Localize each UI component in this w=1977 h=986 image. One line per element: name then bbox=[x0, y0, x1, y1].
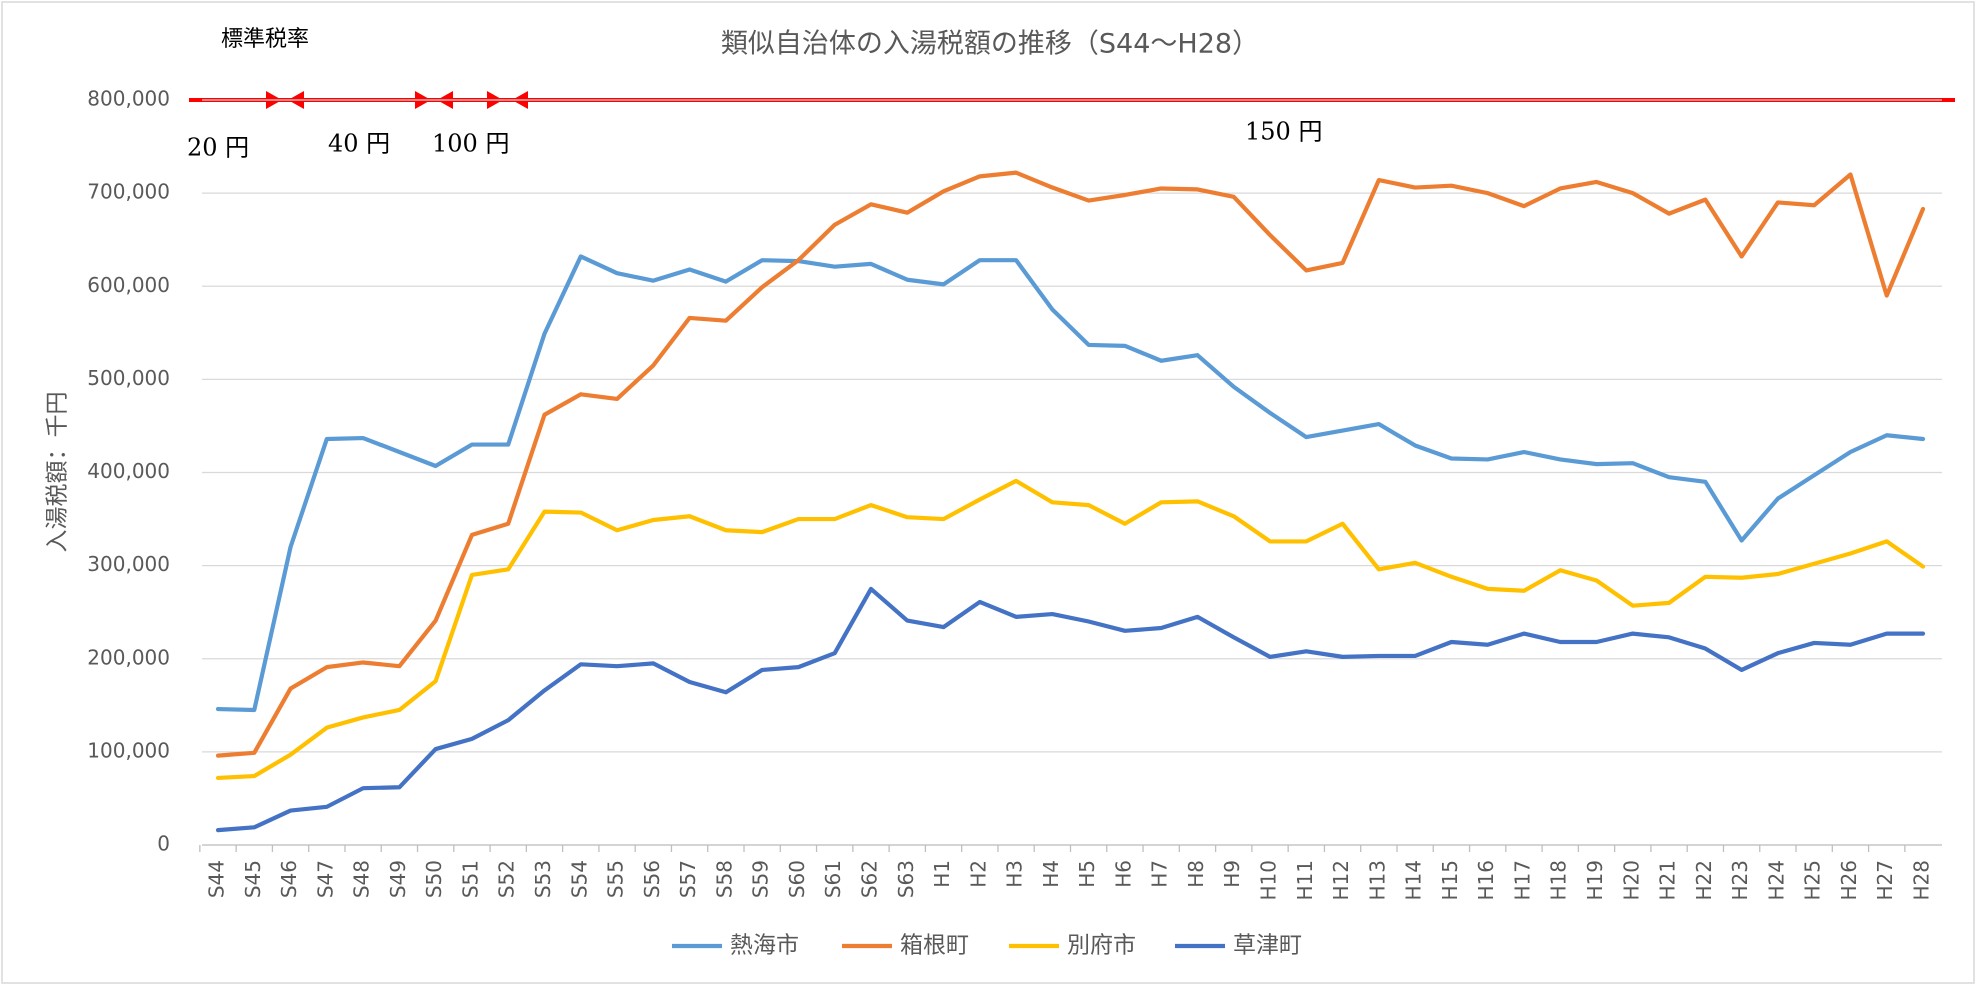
y-axis-label: 入湯税額：千円 bbox=[45, 392, 71, 553]
x-tick-label: S61 bbox=[821, 860, 845, 898]
y-tick-label: 300,000 bbox=[87, 552, 170, 576]
x-tick-label: S47 bbox=[313, 860, 337, 898]
x-tick-label: H5 bbox=[1075, 860, 1099, 888]
x-tick-label: H12 bbox=[1329, 860, 1353, 901]
y-tick-label: 200,000 bbox=[87, 645, 170, 669]
x-tick-label: H15 bbox=[1438, 860, 1462, 901]
chart-title: 類似自治体の入湯税額の推移（S44〜H28） bbox=[721, 29, 1259, 60]
x-tick-label: S44 bbox=[205, 860, 229, 898]
x-tick-label: S50 bbox=[422, 860, 446, 898]
x-tick-label: H1 bbox=[930, 860, 954, 888]
x-tick-label: S48 bbox=[350, 860, 374, 898]
y-tick-label: 0 bbox=[157, 832, 170, 856]
annotation-header: 標準税率 bbox=[221, 27, 309, 52]
x-tick-label: S60 bbox=[785, 860, 809, 898]
legend-label: 別府市 bbox=[1067, 933, 1136, 959]
x-tick-label: S53 bbox=[531, 860, 555, 898]
x-tick-label: S63 bbox=[894, 860, 918, 898]
x-tick-label: S58 bbox=[712, 860, 736, 898]
x-tick-label: H16 bbox=[1474, 860, 1498, 901]
annotation-rate: 40 円 bbox=[328, 130, 390, 158]
x-tick-label: S52 bbox=[495, 860, 519, 898]
x-tick-label: S59 bbox=[749, 860, 773, 898]
x-tick-label: S51 bbox=[458, 860, 482, 898]
x-tick-label: H26 bbox=[1837, 860, 1861, 901]
x-tick-label: H11 bbox=[1293, 860, 1317, 901]
y-tick-label: 600,000 bbox=[87, 273, 170, 297]
x-tick-label: H28 bbox=[1910, 860, 1934, 901]
x-tick-label: H14 bbox=[1402, 860, 1426, 901]
x-tick-label: H10 bbox=[1257, 860, 1281, 901]
series-line bbox=[215, 586, 1926, 833]
y-tick-label: 100,000 bbox=[87, 738, 170, 762]
y-tick-label: 800,000 bbox=[87, 87, 170, 111]
x-tick-label: H24 bbox=[1764, 860, 1788, 901]
x-tick-label: H20 bbox=[1619, 860, 1643, 901]
x-tick-label: H27 bbox=[1873, 860, 1897, 901]
y-tick-label: 700,000 bbox=[87, 180, 170, 204]
x-tick-label: H9 bbox=[1220, 860, 1244, 888]
x-tick-label: S45 bbox=[241, 860, 265, 898]
series-line bbox=[215, 170, 1926, 758]
x-tick-label: S56 bbox=[640, 860, 664, 898]
grid bbox=[202, 99, 1942, 846]
x-tick-label: H22 bbox=[1692, 860, 1716, 901]
y-tick-label: 500,000 bbox=[87, 366, 170, 390]
x-tick-label: H2 bbox=[966, 860, 990, 888]
annotation-rate: 150 円 bbox=[1245, 118, 1322, 146]
x-tick-label: S55 bbox=[604, 860, 628, 898]
x-tick-label: H6 bbox=[1111, 860, 1135, 888]
x-tick-label: H13 bbox=[1365, 860, 1389, 901]
x-tick-label: H25 bbox=[1801, 860, 1825, 901]
x-tick-label: H3 bbox=[1003, 860, 1027, 888]
annotation-rate: 100 円 bbox=[432, 130, 509, 158]
x-tick-label: H21 bbox=[1656, 860, 1680, 901]
plot bbox=[215, 170, 1926, 833]
x-tick-label: H19 bbox=[1583, 860, 1607, 901]
legend-label: 熱海市 bbox=[730, 933, 799, 959]
series-line bbox=[215, 478, 1926, 781]
series-line bbox=[215, 254, 1926, 713]
x-tick-label: H7 bbox=[1148, 860, 1172, 888]
x-tick-label: S57 bbox=[676, 860, 700, 898]
x-tick-label: H17 bbox=[1510, 860, 1534, 901]
x-tick-label: S46 bbox=[277, 860, 301, 898]
annotation-rate: 20 円 bbox=[187, 134, 249, 162]
legend-label: 草津町 bbox=[1233, 933, 1302, 959]
x-tick-label: S62 bbox=[857, 860, 881, 898]
x-tick-label: H18 bbox=[1547, 860, 1571, 901]
legend-label: 箱根町 bbox=[900, 933, 969, 959]
x-tick-label: S54 bbox=[567, 860, 591, 898]
x-tick-label: H4 bbox=[1039, 860, 1063, 888]
y-tick-label: 400,000 bbox=[87, 459, 170, 483]
x-tick-label: H8 bbox=[1184, 860, 1208, 888]
x-tick-label: H23 bbox=[1728, 860, 1752, 901]
x-tick-label: S49 bbox=[386, 860, 410, 898]
